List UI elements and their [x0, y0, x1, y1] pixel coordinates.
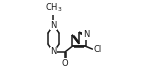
Text: O: O [62, 59, 68, 68]
Text: N: N [50, 21, 57, 30]
Text: N: N [83, 30, 89, 39]
Text: N: N [50, 47, 57, 56]
Text: Cl: Cl [93, 45, 102, 54]
Text: CH$_3$: CH$_3$ [45, 1, 62, 14]
